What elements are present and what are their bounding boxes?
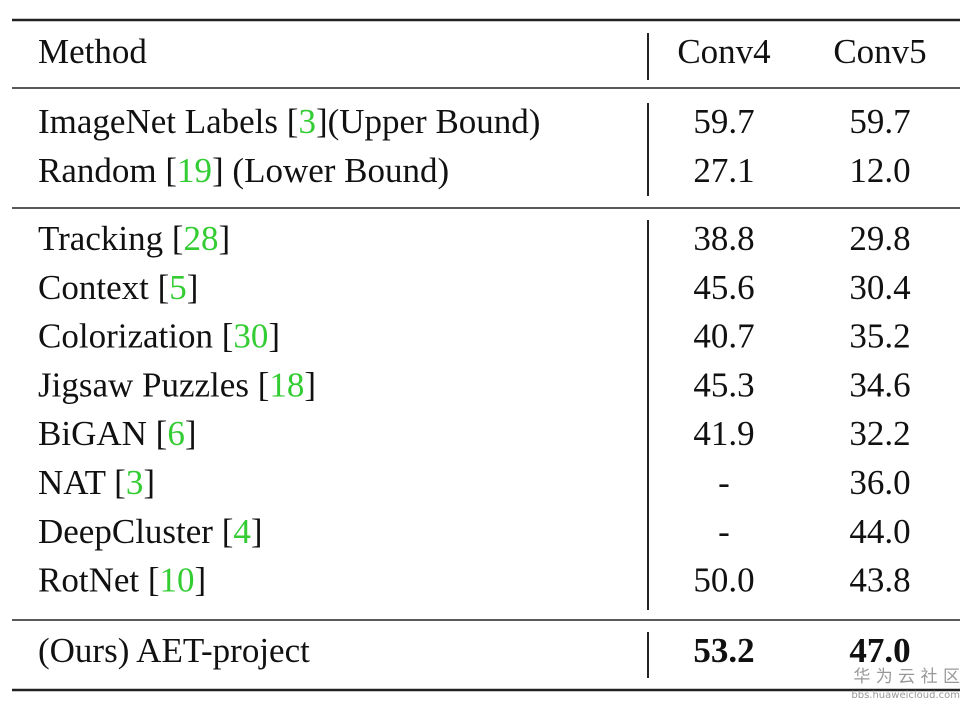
watermark-url: bbs.huaweicloud.com bbox=[851, 690, 960, 701]
method-cell: NAT [3] bbox=[38, 463, 155, 502]
citation: 6 bbox=[167, 414, 185, 453]
method-suffix: ] bbox=[251, 512, 263, 551]
conv4-cell: - bbox=[718, 463, 730, 502]
method-name: Context [ bbox=[38, 268, 169, 307]
method-cell: Jigsaw Puzzles [18] bbox=[38, 365, 316, 404]
conv4-cell: 41.9 bbox=[693, 414, 754, 453]
conv5-cell: 12.0 bbox=[849, 151, 910, 190]
method-cell: Random [19] (Lower Bound) bbox=[38, 151, 449, 190]
method-cell: BiGAN [6] bbox=[38, 414, 196, 453]
method-suffix: ] bbox=[304, 365, 316, 404]
conv5-cell: 32.2 bbox=[849, 414, 910, 453]
conv5-cell: 43.8 bbox=[849, 561, 910, 600]
citation: 3 bbox=[298, 102, 316, 141]
citation: 3 bbox=[126, 463, 144, 502]
method-suffix: ](Upper Bound) bbox=[316, 102, 541, 141]
conv4-cell: 38.8 bbox=[693, 219, 754, 258]
method-cell: DeepCluster [4] bbox=[38, 512, 263, 551]
method-suffix: ] bbox=[187, 268, 199, 307]
method-suffix: ] bbox=[219, 219, 231, 258]
method-name: DeepCluster [ bbox=[38, 512, 233, 551]
conv4-cell: 59.7 bbox=[693, 102, 754, 141]
method-suffix: ] bbox=[143, 463, 155, 502]
watermark-title: 华 为 云 社 区 bbox=[853, 667, 960, 687]
conv5-cell: 36.0 bbox=[849, 463, 910, 502]
method-cell: Colorization [30] bbox=[38, 317, 280, 356]
method-suffix: ] (Lower Bound) bbox=[212, 151, 449, 190]
conv5-cell: 30.4 bbox=[849, 268, 910, 307]
conv5-cell: 29.8 bbox=[849, 219, 910, 258]
conv4-cell: 45.3 bbox=[693, 365, 754, 404]
method-name: RotNet [ bbox=[38, 561, 160, 600]
citation: 4 bbox=[233, 512, 251, 551]
conv5-cell: 47.0 bbox=[849, 631, 910, 670]
citation: 19 bbox=[177, 151, 212, 190]
method-name: Tracking [ bbox=[38, 219, 184, 258]
method-cell: ImageNet Labels [3](Upper Bound) bbox=[38, 102, 540, 141]
method-name: BiGAN [ bbox=[38, 414, 167, 453]
header-cell: Method bbox=[38, 32, 147, 71]
method-cell: RotNet [10] bbox=[38, 561, 206, 600]
method-cell: (Ours) AET-project bbox=[38, 631, 310, 670]
method-cell: Tracking [28] bbox=[38, 219, 230, 258]
conv5-cell: 35.2 bbox=[849, 317, 910, 356]
citation: 30 bbox=[233, 317, 268, 356]
conv5-cell: 44.0 bbox=[849, 512, 910, 551]
citation: 18 bbox=[269, 365, 304, 404]
method-suffix: ] bbox=[185, 414, 197, 453]
method-name: Jigsaw Puzzles [ bbox=[38, 365, 269, 404]
conv5-cell: 59.7 bbox=[849, 102, 910, 141]
method-name: Random [ bbox=[38, 151, 177, 190]
conv4-cell: - bbox=[718, 512, 730, 551]
citation: 28 bbox=[184, 219, 219, 258]
method-name: Colorization [ bbox=[38, 317, 233, 356]
citation: 10 bbox=[160, 561, 195, 600]
conv4-cell: 45.6 bbox=[693, 268, 754, 307]
method-suffix: ] bbox=[195, 561, 207, 600]
header-cell: Conv5 bbox=[833, 32, 926, 71]
header-cell: Conv4 bbox=[677, 32, 770, 71]
conv4-cell: 40.7 bbox=[693, 317, 754, 356]
method-cell: Context [5] bbox=[38, 268, 198, 307]
conv4-cell: 50.0 bbox=[693, 561, 754, 600]
method-name: NAT [ bbox=[38, 463, 126, 502]
method-suffix: ] bbox=[268, 317, 280, 356]
conv5-cell: 34.6 bbox=[849, 365, 910, 404]
citation: 5 bbox=[169, 268, 187, 307]
conv4-cell: 27.1 bbox=[693, 151, 754, 190]
method-name: ImageNet Labels [ bbox=[38, 102, 298, 141]
conv4-cell: 53.2 bbox=[693, 631, 754, 670]
method-name: (Ours) AET-project bbox=[38, 631, 310, 670]
